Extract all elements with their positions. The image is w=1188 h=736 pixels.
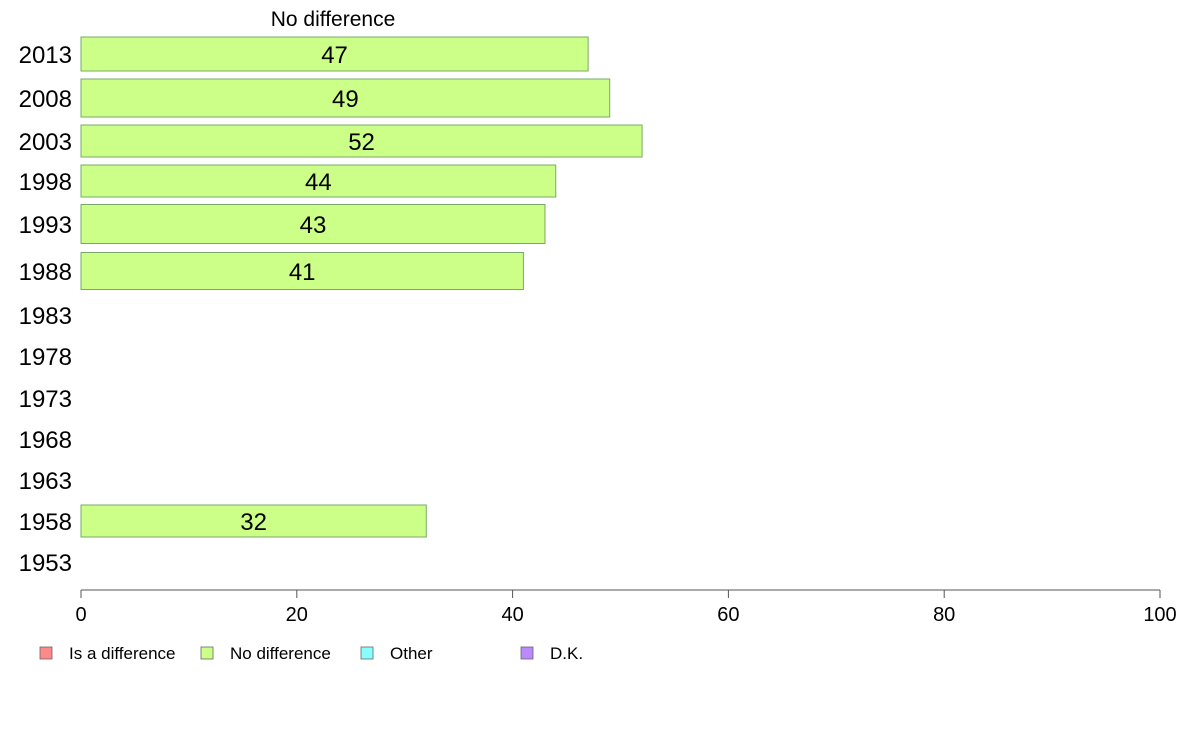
- bar-value-label: 41: [289, 259, 316, 286]
- bar: [80, 252, 524, 290]
- bar: [80, 78, 611, 118]
- bar: [80, 124, 643, 158]
- x-tick-label: 20: [286, 604, 308, 626]
- legend-label: Other: [390, 644, 433, 663]
- year-label: 2003: [19, 129, 72, 156]
- x-tick-label: 80: [933, 604, 955, 626]
- bar: [80, 36, 589, 72]
- bar-value-label: 43: [300, 212, 327, 239]
- year-label: 1978: [19, 344, 72, 371]
- bar-value-label: 32: [240, 509, 267, 536]
- bar-value-label: 44: [305, 169, 332, 196]
- bars-layer: 2013 47 2008 49 2003 52 1998 44 1993 43 1988 41 1983…: [19, 36, 643, 577]
- bar-value-label: 49: [332, 86, 359, 113]
- legend-item: Is a difference: [39, 644, 175, 663]
- year-label: 1993: [19, 212, 72, 239]
- bar-value-label: 47: [321, 42, 348, 69]
- x-tick-label: 60: [717, 604, 739, 626]
- legend-label: D.K.: [550, 644, 583, 663]
- legend: Is a difference No difference Other D.K.: [39, 644, 583, 663]
- legend-item: D.K.: [520, 644, 583, 663]
- legend-swatch: [200, 646, 214, 660]
- year-label: 2008: [19, 86, 72, 113]
- year-label: 1973: [19, 386, 72, 413]
- bar: [80, 204, 546, 244]
- bar: [80, 504, 427, 538]
- legend-swatch: [39, 646, 53, 660]
- year-label: 1958: [19, 509, 72, 536]
- x-tick-label: 0: [75, 604, 86, 626]
- legend-item: Other: [360, 644, 433, 663]
- x-tick-label: 100: [1143, 604, 1176, 626]
- year-label: 1988: [19, 259, 72, 286]
- year-label: 2013: [19, 42, 72, 69]
- legend-item: No difference: [200, 644, 331, 663]
- bar-value-label: 52: [348, 129, 375, 156]
- legend-swatch: [360, 646, 374, 660]
- panel-title: No difference: [271, 8, 396, 31]
- year-label: 1963: [19, 468, 72, 495]
- bar: [80, 164, 557, 198]
- legend-swatch: [520, 646, 534, 660]
- x-tick-label: 40: [501, 604, 523, 626]
- year-label: 1953: [19, 550, 72, 577]
- legend-label: No difference: [230, 644, 331, 663]
- year-label: 1998: [19, 169, 72, 196]
- year-label: 1968: [19, 427, 72, 454]
- x-axis: 0 20 40 60 80 100: [75, 589, 1177, 626]
- year-label: 1983: [19, 303, 72, 330]
- legend-label: Is a difference: [69, 644, 175, 663]
